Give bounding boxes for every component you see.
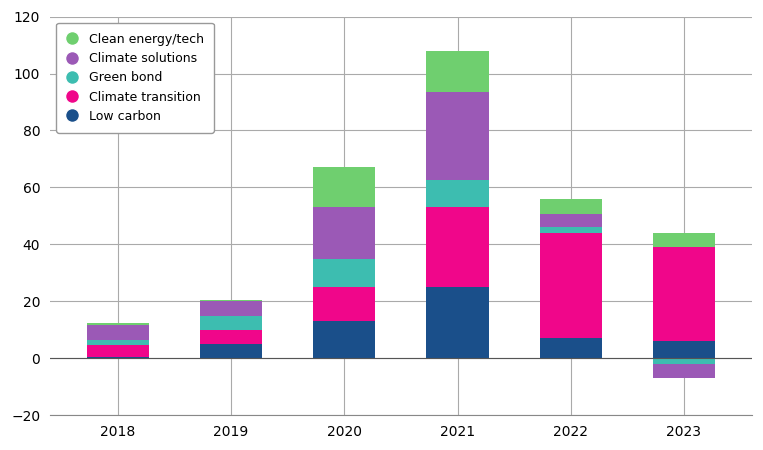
- Bar: [539, 199, 602, 215]
- Bar: [313, 287, 375, 321]
- Bar: [200, 300, 262, 302]
- Bar: [87, 340, 149, 346]
- Bar: [200, 302, 262, 315]
- Bar: [653, 233, 715, 247]
- Bar: [539, 338, 602, 358]
- Bar: [427, 92, 488, 180]
- Bar: [427, 180, 488, 207]
- Bar: [313, 207, 375, 259]
- Bar: [87, 357, 149, 358]
- Bar: [539, 227, 602, 233]
- Bar: [653, 247, 715, 341]
- Bar: [539, 215, 602, 227]
- Bar: [200, 344, 262, 358]
- Bar: [539, 233, 602, 338]
- Bar: [313, 259, 375, 287]
- Bar: [87, 323, 149, 325]
- Bar: [427, 287, 488, 358]
- Bar: [313, 167, 375, 207]
- Bar: [200, 315, 262, 330]
- Bar: [313, 321, 375, 358]
- Legend: Clean energy/tech, Climate solutions, Green bond, Climate transition, Low carbon: Clean energy/tech, Climate solutions, Gr…: [56, 23, 214, 133]
- Bar: [653, 341, 715, 358]
- Bar: [427, 207, 488, 287]
- Bar: [653, 358, 715, 364]
- Bar: [427, 51, 488, 92]
- Bar: [87, 346, 149, 357]
- Bar: [87, 325, 149, 340]
- Bar: [653, 364, 715, 378]
- Bar: [200, 330, 262, 344]
